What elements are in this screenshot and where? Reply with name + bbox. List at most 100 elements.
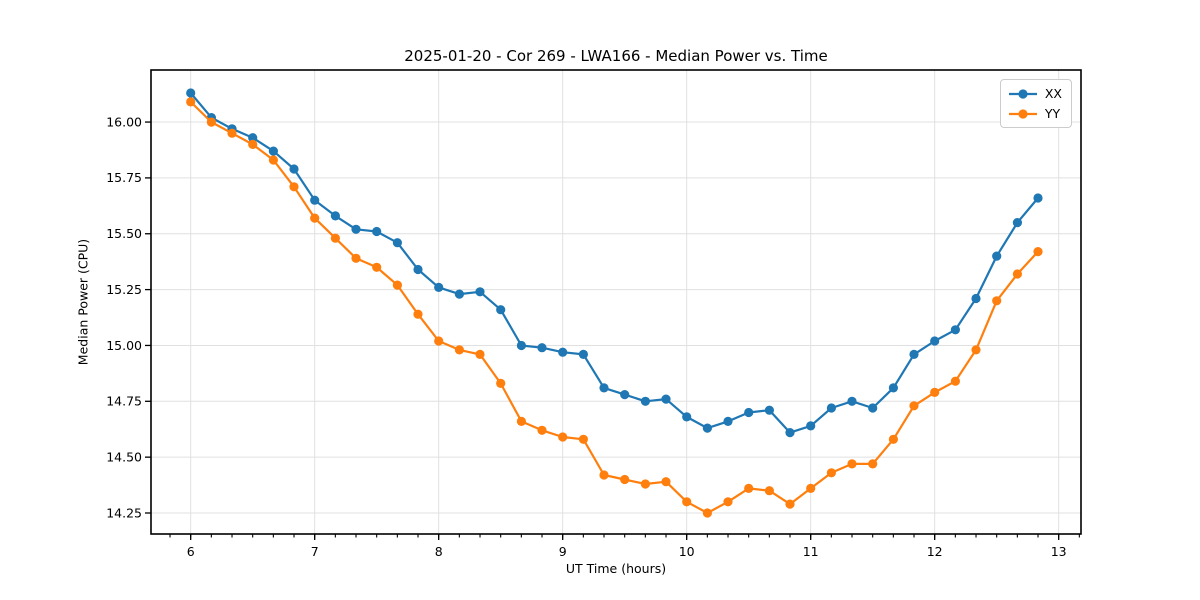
series-XX-marker: [1033, 193, 1043, 203]
legend-marker: [1018, 88, 1028, 99]
series-XX-marker: [558, 347, 568, 357]
series-YY-marker: [537, 425, 547, 435]
legend-line-sample: [1008, 108, 1037, 119]
series-YY-marker: [971, 345, 981, 355]
series-XX-marker: [578, 349, 589, 359]
series-XX-marker: [723, 416, 733, 426]
series-XX-marker: [372, 226, 382, 237]
chart-title: 2025-01-20 - Cor 269 - LWA166 - Median P…: [404, 47, 828, 65]
series-XX-marker: [186, 88, 196, 98]
y-axis-label-text: Median Power (CPU): [75, 238, 91, 366]
series-XX-marker: [702, 423, 713, 433]
series-XX-marker: [888, 383, 899, 393]
x-tick-label: 11: [803, 544, 819, 559]
legend-label: XX: [1044, 86, 1062, 101]
series-XX-marker: [537, 343, 547, 353]
series-YY-marker: [351, 253, 361, 263]
series-YY-marker: [496, 378, 506, 388]
series-YY-marker: [475, 349, 485, 359]
series-XX-marker: [496, 305, 506, 315]
series-XX-marker: [392, 238, 402, 248]
series-XX-marker: [310, 195, 320, 205]
series-XX-marker: [475, 287, 485, 297]
y-tick-label: 14.50: [106, 449, 142, 464]
series-XX-marker: [599, 383, 609, 393]
y-tick-label: 14.75: [106, 394, 142, 409]
series-XX-marker: [930, 336, 940, 346]
series-XX-marker: [764, 405, 775, 415]
series-YY-marker: [661, 477, 671, 487]
series-XX-marker: [661, 394, 671, 404]
series-XX-marker: [806, 421, 816, 431]
legend: XX YY: [999, 79, 1072, 128]
y-tick-label: 15.00: [106, 338, 142, 353]
series-YY-marker: [516, 416, 527, 426]
series-XX-marker: [640, 396, 651, 406]
x-tick-label: 8: [435, 544, 443, 559]
series-YY-marker: [578, 434, 589, 444]
series-YY-marker: [868, 459, 878, 469]
legend-entry-YY: YY: [1008, 104, 1062, 123]
series-XX-line: [189, 91, 1040, 434]
y-tick-label: 15.75: [106, 170, 142, 185]
x-tick-label: 9: [559, 544, 567, 559]
x-tick-label: 7: [311, 544, 319, 559]
series-YY-marker: [186, 97, 196, 107]
series-YY-marker: [723, 497, 733, 507]
x-tick-label: 13: [1051, 544, 1067, 559]
legend-marker: [1018, 108, 1028, 119]
series-XX-marker: [1012, 218, 1023, 228]
series-YY-line: [189, 100, 1040, 515]
series-YY-marker: [744, 483, 754, 493]
series-XX-marker: [289, 164, 299, 174]
series-YY-marker: [599, 470, 609, 480]
series-XX-marker: [330, 211, 340, 221]
series-YY-marker: [434, 336, 444, 346]
series-YY-marker: [702, 508, 713, 518]
y-tick-label: 15.50: [106, 226, 142, 241]
series-XX-marker: [868, 403, 878, 413]
series-YY-marker: [640, 479, 651, 489]
series-XX-marker: [248, 133, 258, 143]
plot-spines: [150, 69, 1082, 535]
series-XX-marker: [847, 396, 857, 406]
series-YY-marker: [392, 280, 402, 290]
series-YY-marker: [764, 486, 775, 496]
series-YY-marker: [268, 155, 278, 165]
series-YY-marker: [330, 233, 340, 243]
legend-line-sample: [1008, 88, 1037, 99]
series-YY-marker: [950, 376, 961, 386]
series-YY-marker: [310, 213, 320, 223]
series-YY-marker: [372, 262, 382, 272]
series-YY-marker: [992, 296, 1002, 306]
series-YY-marker: [413, 309, 423, 319]
series-YY-marker: [888, 434, 899, 444]
x-axis-label: UT Time (hours): [565, 561, 667, 576]
series-XX-marker: [950, 325, 961, 335]
series-XX-marker: [909, 349, 919, 359]
series-YY-marker: [206, 117, 216, 127]
y-tick-label: 15.25: [106, 282, 142, 297]
series-XX-marker: [971, 293, 981, 304]
series-XX-marker: [620, 390, 630, 400]
series-XX-marker: [413, 264, 423, 275]
series-YY-marker: [248, 139, 258, 149]
x-tick-label: 12: [927, 544, 943, 559]
series-YY-marker: [1033, 247, 1043, 257]
series-XX-marker: [826, 403, 837, 413]
series-YY-marker: [1012, 269, 1023, 279]
series-YY-marker: [826, 468, 837, 478]
legend-label: YY: [1044, 106, 1061, 121]
y-tick-label: 14.25: [106, 505, 142, 520]
series-YY-marker: [227, 128, 237, 138]
series-YY-marker: [847, 459, 857, 469]
series-XX-marker: [682, 412, 692, 422]
series-XX-marker: [351, 224, 361, 234]
series-XX-marker: [434, 282, 444, 292]
legend-entry-XX: XX: [1008, 84, 1062, 103]
series-YY-marker: [558, 432, 568, 442]
series-XX-marker: [268, 146, 278, 156]
series-YY-marker: [806, 483, 816, 493]
